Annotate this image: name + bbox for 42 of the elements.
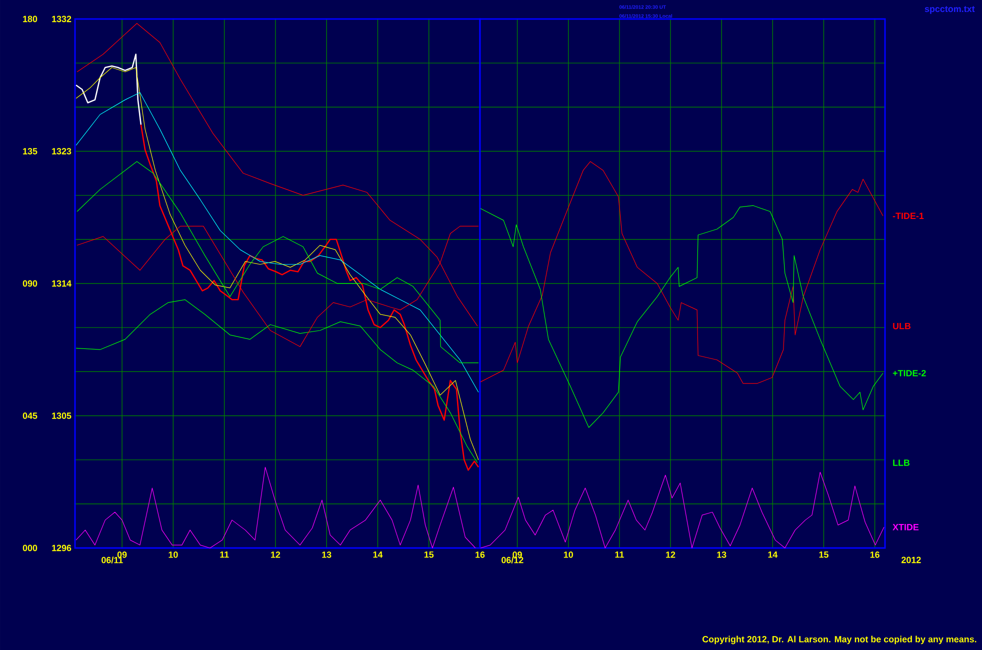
y-tick-label: 1323 — [52, 148, 72, 154]
x-tick-label: 14 — [768, 552, 778, 558]
x-tick-label: 12 — [271, 552, 280, 558]
x-tick-label: 09 — [512, 552, 522, 558]
text: 06/11 — [102, 556, 123, 564]
series-label: -TIDE-1 — [892, 212, 924, 219]
text: spcctom.txt — [924, 6, 975, 14]
series-label: XTIDE — [892, 524, 919, 530]
y2-tick-label: 000 — [22, 544, 38, 552]
line-series — [75, 54, 142, 126]
x-tick-label: 10 — [168, 552, 178, 558]
y-tick-label: 1296 — [52, 544, 72, 552]
line-series — [76, 161, 479, 364]
x-tick-label: 11 — [220, 552, 229, 558]
series-label: +TIDE-2 — [892, 370, 926, 376]
x-tick-label: 16 — [476, 552, 485, 558]
text: LLB — [893, 460, 910, 466]
y2-tick-label: 180 — [23, 16, 38, 22]
x-tick-label: 10 — [564, 552, 573, 558]
x-tick-label: 11 — [615, 552, 624, 558]
text: 06/12 — [502, 556, 524, 564]
y2-tick-label: 045 — [22, 412, 38, 419]
x-tick-label: 12 — [666, 552, 676, 558]
y-tick-label: 1305 — [52, 412, 72, 419]
x-tick-label: 14 — [373, 552, 383, 558]
text: 2012 — [902, 556, 921, 564]
line-series — [76, 299, 478, 464]
x-tick-label: 15 — [819, 552, 828, 558]
y2-tick-label: 135 — [23, 148, 38, 154]
x-tick-label: 16 — [870, 552, 880, 558]
line-series — [76, 67, 479, 460]
text: ULB — [893, 322, 911, 330]
x-tick-label: 13 — [322, 552, 332, 558]
x-tick-label: 15 — [424, 552, 434, 558]
y-tick-label: 1332 — [52, 16, 72, 22]
text: Copyright 2012, Dr. Al Larson. May not be copied by any means. — [702, 636, 976, 644]
x-tick-label: 09 — [117, 552, 127, 558]
y-tick-label: 1314 — [52, 280, 72, 287]
line-series — [76, 466, 476, 548]
x-tick-label: 13 — [717, 552, 726, 558]
line-series — [76, 92, 479, 393]
y2-tick-label: 090 — [22, 280, 38, 287]
